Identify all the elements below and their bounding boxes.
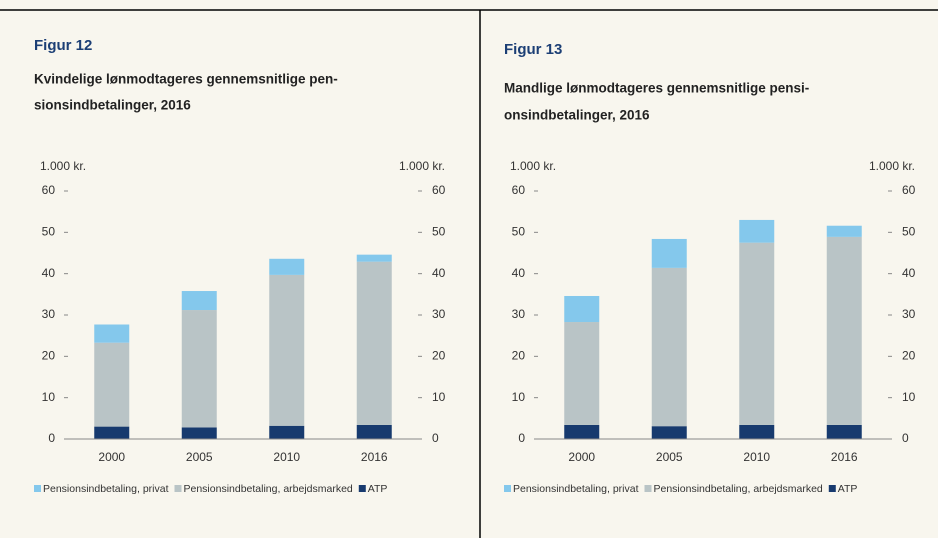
y-tick-label: 20 (42, 349, 56, 363)
bar-segment (651, 267, 687, 427)
y2-tick-label: 0 (432, 431, 439, 445)
y2-tick-label: 20 (902, 349, 916, 363)
bar-segment (826, 424, 862, 439)
bar-segment (651, 238, 687, 268)
y-tick-label: 20 (512, 349, 526, 363)
legend-label: Pensionsindbetaling, privat (43, 483, 169, 495)
bar-segment (269, 258, 305, 275)
bar-segment (356, 261, 392, 425)
bar-segment (181, 291, 217, 311)
bar-segment (94, 426, 130, 439)
x-tick-label: 2000 (568, 450, 595, 464)
figure-label: Figur 12 (34, 37, 92, 54)
x-tick-label: 2010 (743, 450, 770, 464)
y2-tick-label: 60 (902, 183, 916, 197)
bar-segment (94, 342, 130, 427)
bar-segment (739, 219, 775, 243)
bar-segment (269, 274, 305, 426)
y2-tick-label: 60 (432, 183, 446, 197)
bar-segment (356, 254, 392, 262)
legend-label: Pensionsindbetaling, privat (513, 483, 639, 495)
y2-tick-label: 20 (432, 349, 446, 363)
y-tick-label: 30 (512, 307, 526, 321)
x-tick-label: 2005 (186, 450, 213, 464)
bar-segment (564, 322, 600, 425)
legend-label: Pensionsindbetaling, arbejdsmarked (654, 483, 823, 495)
legend-swatch (358, 485, 366, 492)
y2-axis-label: 1.000 kr. (869, 159, 915, 173)
y2-tick-label: 30 (432, 307, 446, 321)
bar-segment (826, 236, 862, 425)
legend-label: Pensionsindbetaling, arbejdsmarked (184, 483, 353, 495)
y-tick-label: 60 (42, 183, 56, 197)
y-tick-label: 10 (42, 390, 56, 404)
y-tick-label: 10 (512, 390, 526, 404)
y-tick-label: 50 (512, 225, 526, 239)
bar-segment (181, 310, 217, 428)
bar-segment (564, 424, 600, 439)
y2-tick-label: 0 (902, 431, 909, 445)
y2-tick-label: 10 (902, 390, 916, 404)
y2-tick-label: 10 (432, 390, 446, 404)
bar-segment (356, 424, 392, 439)
x-tick-label: 2005 (656, 450, 683, 464)
bar-segment (564, 295, 600, 323)
chart-title: sionsindbetalinger, 2016 (34, 98, 191, 113)
y2-tick-label: 40 (432, 266, 446, 280)
y-axis-label: 1.000 kr. (40, 159, 86, 173)
bar-segment (181, 427, 217, 439)
y2-axis-label: 1.000 kr. (399, 159, 445, 173)
y-tick-label: 30 (42, 307, 56, 321)
y-tick-label: 40 (512, 266, 526, 280)
legend-swatch (174, 485, 182, 492)
bar-segment (94, 324, 130, 343)
chart-title: onsindbetalinger, 2016 (504, 108, 650, 123)
legend-swatch (644, 485, 652, 492)
x-tick-label: 2010 (273, 450, 300, 464)
bar-segment (651, 426, 687, 439)
y-tick-label: 50 (42, 225, 56, 239)
bar-segment (269, 425, 305, 439)
legend-label: ATP (368, 483, 388, 495)
legend-swatch (34, 485, 41, 492)
bar-segment (739, 242, 775, 425)
y2-tick-label: 40 (902, 266, 916, 280)
y-axis-label: 1.000 kr. (510, 159, 556, 173)
y2-tick-label: 50 (902, 225, 916, 239)
x-tick-label: 2016 (831, 450, 858, 464)
bar-segment (739, 424, 775, 439)
y2-tick-label: 50 (432, 225, 446, 239)
y-tick-label: 60 (512, 183, 526, 197)
x-tick-label: 2016 (361, 450, 388, 464)
x-tick-label: 2000 (98, 450, 125, 464)
y2-tick-label: 30 (902, 307, 916, 321)
legend-swatch (828, 485, 836, 492)
bar-segment (826, 225, 862, 237)
chart-title: Mandlige lønmodtageres gennemsnitlige pe… (504, 81, 809, 96)
y-tick-label: 0 (48, 431, 55, 445)
legend-label: ATP (838, 483, 858, 495)
y-tick-label: 40 (42, 266, 56, 280)
chart-title: Kvindelige lønmodtageres gennemsnitlige … (34, 72, 338, 87)
legend-swatch (504, 485, 511, 492)
y-tick-label: 0 (518, 431, 525, 445)
figure-label: Figur 13 (504, 41, 562, 58)
